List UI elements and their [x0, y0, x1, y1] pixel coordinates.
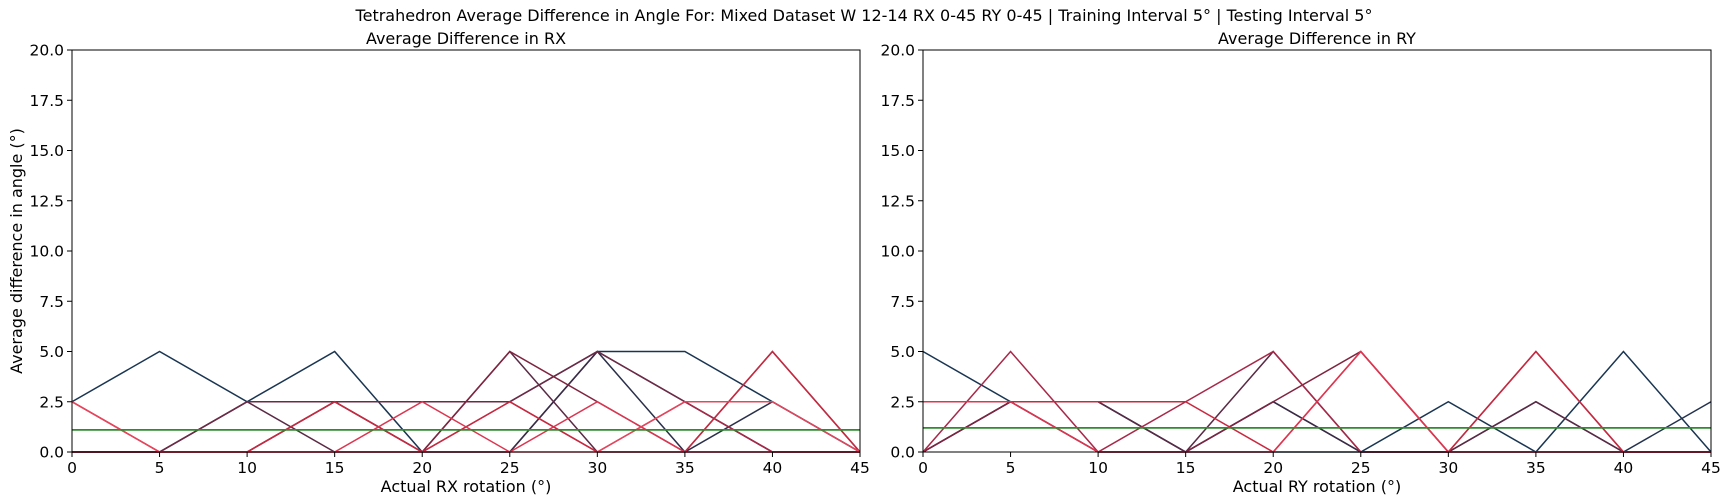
x-tick-label: 15 — [325, 459, 345, 477]
x-tick-label: 25 — [500, 459, 520, 477]
y-tick-label: 10.0 — [880, 243, 915, 261]
y-tick-label: 2.5 — [890, 393, 915, 411]
y-tick-label: 7.5 — [39, 293, 64, 311]
x-tick-label: 35 — [675, 459, 695, 477]
x-tick-label: 40 — [763, 459, 783, 477]
y-tick-label: 17.5 — [29, 92, 64, 110]
y-tick-label: 5.0 — [890, 343, 915, 361]
x-tick-label: 30 — [1438, 459, 1458, 477]
x-tick-label: 40 — [1614, 459, 1634, 477]
y-tick-label: 15.0 — [880, 142, 915, 160]
plot-frame — [71, 49, 861, 453]
y-tick-label: 20.0 — [29, 42, 64, 60]
x-tick-label: 10 — [237, 459, 257, 477]
x-tick-label: 35 — [1526, 459, 1546, 477]
x-tick-label: 45 — [850, 459, 870, 477]
series-line-3 — [922, 400, 1711, 453]
figure-title: Tetrahedron Average Difference in Angle … — [355, 6, 1373, 25]
x-tick-label: 20 — [1263, 459, 1283, 477]
x-tick-label: 10 — [1088, 459, 1108, 477]
x-tick-label: 30 — [587, 459, 607, 477]
y-tick-label: 12.5 — [880, 192, 915, 210]
x-tick-label: 0 — [918, 459, 928, 477]
x-tick-label: 5 — [155, 459, 165, 477]
x-axis-label: Actual RY rotation (°) — [1233, 477, 1401, 496]
y-tick-label: 7.5 — [890, 293, 915, 311]
y-tick-label: 15.0 — [29, 142, 64, 160]
y-tick-label: 10.0 — [29, 243, 64, 261]
x-tick-label: 0 — [67, 459, 77, 477]
x-tick-label: 20 — [412, 459, 432, 477]
x-tick-label: 45 — [1701, 459, 1721, 477]
y-tick-label: 5.0 — [39, 343, 64, 361]
y-axis-label: Average difference in angle (°) — [7, 128, 26, 374]
y-tick-label: 0.0 — [890, 444, 915, 462]
panel-1: 0 5 10 15 20 25 30 35 40 45 0.0 2.5 5.0 7.5 10.0 12.5 15… — [7, 29, 870, 496]
x-tick-label: 15 — [1176, 459, 1196, 477]
y-tick-label: 12.5 — [29, 192, 64, 210]
y-tick-label: 0.0 — [39, 444, 64, 462]
y-tick-label: 2.5 — [39, 393, 64, 411]
x-tick-label: 25 — [1351, 459, 1371, 477]
x-axis-label: Actual RX rotation (°) — [381, 477, 552, 496]
x-tick-label: 5 — [1006, 459, 1016, 477]
panel-title: Average Difference in RX — [366, 29, 566, 48]
panel-2: 0 5 10 15 20 25 30 35 40 45 0.0 2.5 5.0 7.5 10.0 12.5 15… — [880, 29, 1720, 496]
y-tick-label: 20.0 — [880, 42, 915, 60]
panel-title: Average Difference in RY — [1218, 29, 1416, 48]
y-tick-label: 17.5 — [880, 92, 915, 110]
plot-frame — [922, 49, 1712, 453]
series-line-9 — [71, 400, 860, 453]
